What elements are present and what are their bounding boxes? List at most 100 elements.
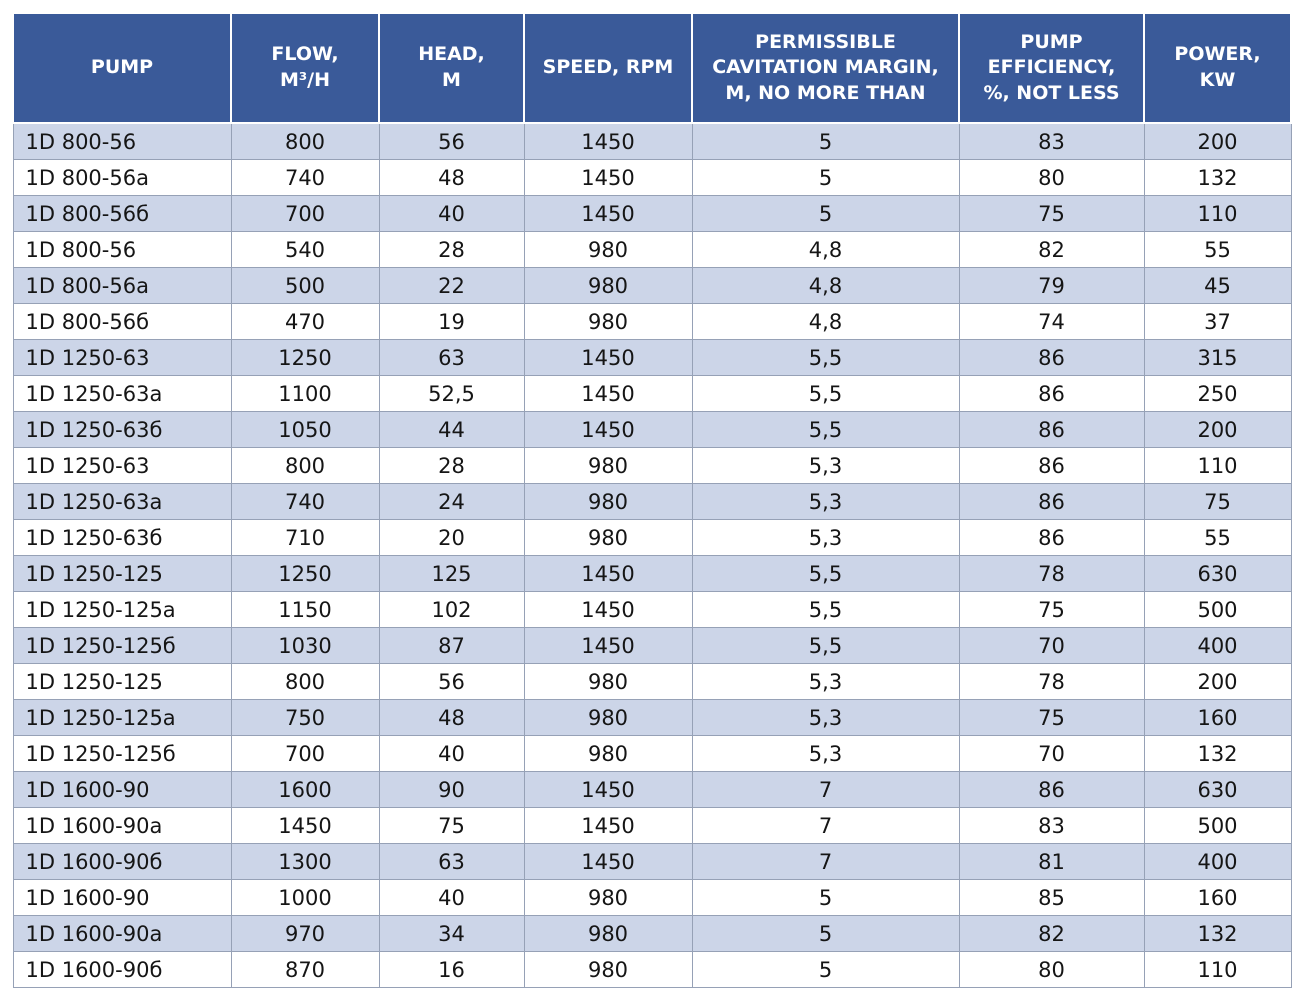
value-cell: 700: [230, 735, 380, 772]
table-row: 1D 800-56a 740 48 1450 5 80 132: [12, 159, 1292, 196]
value-cell: 90: [378, 771, 525, 808]
value-cell: 24: [378, 483, 525, 520]
table-row: 1D 1600-90a 1450 75 1450 7 83 500: [12, 807, 1292, 844]
value-cell: 750: [230, 699, 380, 736]
value-cell: 1600: [230, 771, 380, 808]
pump-name-cell: 1D 1250-125a: [12, 591, 232, 628]
value-cell: 980: [523, 951, 693, 988]
table-row: 1D 1600-90a 970 34 980 5 82 132: [12, 915, 1292, 952]
value-cell: 315: [1143, 339, 1292, 376]
value-cell: 37: [1143, 303, 1292, 340]
column-header: HEAD, M: [378, 12, 525, 124]
pump-name-cell: 1D 1250-63б: [12, 411, 232, 448]
value-cell: 40: [378, 195, 525, 232]
value-cell: 74: [958, 303, 1145, 340]
value-cell: 5,3: [691, 735, 960, 772]
column-header: PERMISSIBLE CAVITATION MARGIN, M, NO MOR…: [691, 12, 960, 124]
value-cell: 4,8: [691, 303, 960, 340]
pump-name-cell: 1D 800-56a: [12, 159, 232, 196]
value-cell: 1000: [230, 879, 380, 916]
value-cell: 56: [378, 122, 525, 160]
value-cell: 1450: [523, 771, 693, 808]
pump-name-cell: 1D 1600-90б: [12, 843, 232, 880]
value-cell: 7: [691, 807, 960, 844]
table-row: 1D 1250-125a 1150 102 1450 5,5 75 500: [12, 591, 1292, 628]
value-cell: 160: [1143, 879, 1292, 916]
value-cell: 132: [1143, 159, 1292, 196]
pump-name-cell: 1D 1250-63: [12, 447, 232, 484]
value-cell: 980: [523, 915, 693, 952]
value-cell: 200: [1143, 122, 1292, 160]
value-cell: 40: [378, 879, 525, 916]
value-cell: 5,3: [691, 699, 960, 736]
pump-name-cell: 1D 800-56a: [12, 267, 232, 304]
value-cell: 40: [378, 735, 525, 772]
value-cell: 700: [230, 195, 380, 232]
value-cell: 87: [378, 627, 525, 664]
value-cell: 5,3: [691, 483, 960, 520]
value-cell: 5,5: [691, 627, 960, 664]
pump-name-cell: 1D 1250-63a: [12, 483, 232, 520]
value-cell: 52,5: [378, 375, 525, 412]
column-header: PUMP EFFICIENCY, %, NOT LESS: [958, 12, 1145, 124]
value-cell: 5,3: [691, 447, 960, 484]
value-cell: 75: [958, 591, 1145, 628]
value-cell: 70: [958, 627, 1145, 664]
value-cell: 1450: [523, 375, 693, 412]
value-cell: 5,5: [691, 555, 960, 592]
value-cell: 200: [1143, 663, 1292, 700]
table-row: 1D 1600-90 1600 90 1450 7 86 630: [12, 771, 1292, 808]
table-header: PUMP FLOW, M³/H HEAD, M SPEED, RPM PERMISSIB…: [12, 12, 1292, 124]
table-row: 1D 1250-63б 710 20 980 5,3 86 55: [12, 519, 1292, 556]
value-cell: 86: [958, 375, 1145, 412]
table-row: 1D 800-56б 470 19 980 4,8 74 37: [12, 303, 1292, 340]
value-cell: 80: [958, 951, 1145, 988]
value-cell: 7: [691, 843, 960, 880]
value-cell: 125: [378, 555, 525, 592]
value-cell: 980: [523, 735, 693, 772]
table-row: 1D 1250-125a 750 48 980 5,3 75 160: [12, 699, 1292, 736]
value-cell: 980: [523, 663, 693, 700]
value-cell: 5,5: [691, 375, 960, 412]
value-cell: 7: [691, 771, 960, 808]
value-cell: 870: [230, 951, 380, 988]
value-cell: 980: [523, 303, 693, 340]
pump-name-cell: 1D 1600-90: [12, 771, 232, 808]
value-cell: 79: [958, 267, 1145, 304]
pump-name-cell: 1D 1250-63a: [12, 375, 232, 412]
value-cell: 1030: [230, 627, 380, 664]
value-cell: 86: [958, 771, 1145, 808]
pump-name-cell: 1D 800-56: [12, 231, 232, 268]
value-cell: 400: [1143, 627, 1292, 664]
pump-name-cell: 1D 1250-125б: [12, 735, 232, 772]
value-cell: 1450: [523, 159, 693, 196]
value-cell: 110: [1143, 195, 1292, 232]
pump-name-cell: 1D 1250-125: [12, 555, 232, 592]
value-cell: 5: [691, 195, 960, 232]
value-cell: 160: [1143, 699, 1292, 736]
table-body: 1D 800-56 800 56 1450 5 83 200 1D 800-56a 740 48 1…: [12, 122, 1292, 988]
value-cell: 45: [1143, 267, 1292, 304]
value-cell: 710: [230, 519, 380, 556]
value-cell: 81: [958, 843, 1145, 880]
column-header: POWER, KW: [1143, 12, 1292, 124]
table-row: 1D 1250-63a 740 24 980 5,3 86 75: [12, 483, 1292, 520]
table-row: 1D 800-56 800 56 1450 5 83 200: [12, 122, 1292, 160]
value-cell: 5,3: [691, 663, 960, 700]
value-cell: 1450: [523, 122, 693, 160]
value-cell: 5: [691, 951, 960, 988]
value-cell: 83: [958, 122, 1145, 160]
value-cell: 5,5: [691, 591, 960, 628]
value-cell: 70: [958, 735, 1145, 772]
value-cell: 102: [378, 591, 525, 628]
pump-name-cell: 1D 800-56б: [12, 303, 232, 340]
value-cell: 630: [1143, 771, 1292, 808]
value-cell: 5,5: [691, 411, 960, 448]
value-cell: 48: [378, 159, 525, 196]
value-cell: 470: [230, 303, 380, 340]
value-cell: 1450: [523, 807, 693, 844]
pump-name-cell: 1D 1250-63б: [12, 519, 232, 556]
value-cell: 1450: [523, 555, 693, 592]
table-row: 1D 800-56a 500 22 980 4,8 79 45: [12, 267, 1292, 304]
table-row: 1D 800-56б 700 40 1450 5 75 110: [12, 195, 1292, 232]
